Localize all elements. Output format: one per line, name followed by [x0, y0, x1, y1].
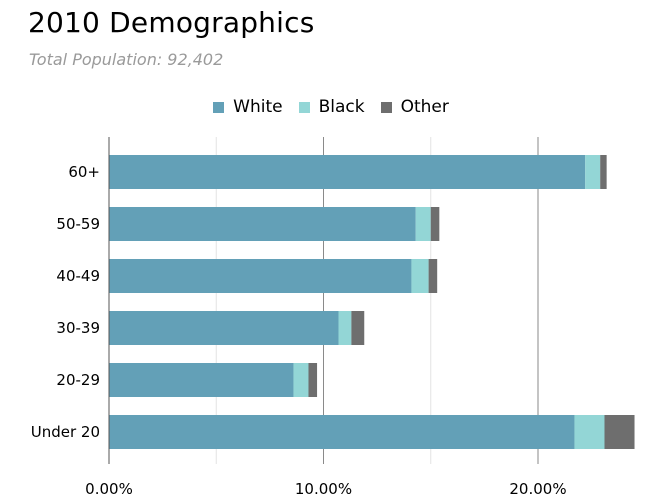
y-tick-label: Under 20 — [31, 423, 100, 441]
y-tick-label: 50-59 — [56, 215, 100, 233]
bar-black-40-49 — [411, 259, 429, 293]
bar-black-under-20 — [574, 415, 605, 449]
bar-black-30-39 — [338, 311, 352, 345]
y-tick-label: 30-39 — [56, 319, 100, 337]
y-tick-label: 20-29 — [56, 371, 100, 389]
bar-other-20-29 — [308, 363, 318, 397]
legend-item-black: Black — [298, 97, 365, 117]
legend-item-white: White — [213, 97, 283, 117]
x-tick-label: 10.00% — [295, 480, 352, 498]
bar-white-60- — [109, 155, 586, 189]
bar-other-50-59 — [430, 207, 440, 241]
legend-item-other: Other — [380, 97, 449, 117]
legend: White Black Other — [0, 97, 662, 117]
legend-label-white: White — [233, 97, 283, 117]
legend-swatch-other — [380, 101, 392, 113]
legend-swatch-white — [213, 101, 225, 113]
bar-other-60- — [600, 155, 607, 189]
x-tick-label: 20.00% — [509, 480, 566, 498]
bar-white-under-20 — [109, 415, 575, 449]
y-tick-label: 40-49 — [56, 267, 100, 285]
bar-black-20-29 — [293, 363, 309, 397]
bar-black-50-59 — [415, 207, 431, 241]
x-tick-label: 0.00% — [85, 480, 133, 498]
bar-other-30-39 — [351, 311, 365, 345]
legend-label-black: Black — [318, 97, 365, 117]
bar-white-20-29 — [109, 363, 294, 397]
y-tick-label: 60+ — [68, 163, 100, 181]
bar-white-30-39 — [109, 311, 339, 345]
bar-white-50-59 — [109, 207, 416, 241]
bar-other-40-49 — [428, 259, 438, 293]
bar-other-under-20 — [604, 415, 635, 449]
chart-title: 2010 Demographics — [28, 6, 315, 39]
bar-black-60- — [585, 155, 601, 189]
bar-white-40-49 — [109, 259, 412, 293]
chart-subtitle: Total Population: 92,402 — [29, 50, 224, 69]
legend-swatch-black — [298, 101, 310, 113]
legend-label-other: Other — [400, 97, 449, 117]
